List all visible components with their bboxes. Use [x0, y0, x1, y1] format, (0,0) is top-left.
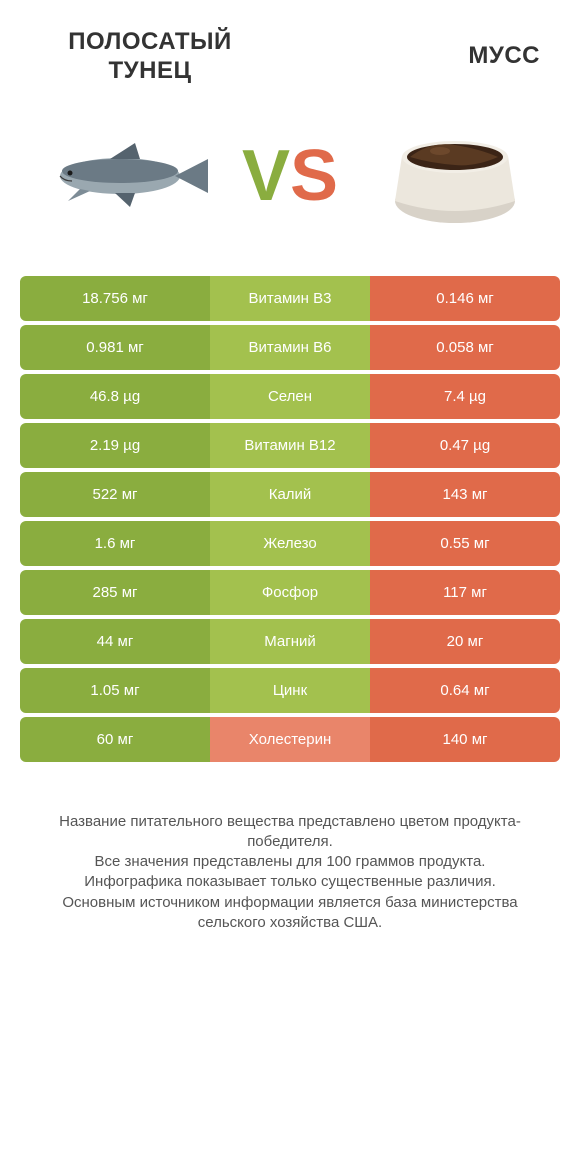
footnote: Название питательного вещества представл… [30, 812, 550, 934]
images-row: VS [0, 86, 580, 276]
header: ПОЛОСАТЫЙТУНЕЦ МУСС [0, 0, 580, 86]
nutrient-label: Калий [210, 472, 370, 517]
left-value: 18.756 мг [20, 276, 210, 321]
table-row: 285 мгФосфор117 мг [20, 570, 560, 615]
left-value: 1.05 мг [20, 668, 210, 713]
right-value: 20 мг [370, 619, 560, 664]
table-row: 0.981 мгВитамин B60.058 мг [20, 325, 560, 370]
table-row: 44 мгМагний20 мг [20, 619, 560, 664]
table-row: 46.8 µgСелен7.4 µg [20, 374, 560, 419]
left-value: 285 мг [20, 570, 210, 615]
chocolate-mousse-icon [370, 116, 540, 236]
table-row: 60 мгХолестерин140 мг [20, 717, 560, 762]
table-row: 18.756 мгВитамин B30.146 мг [20, 276, 560, 321]
table-row: 1.05 мгЦинк0.64 мг [20, 668, 560, 713]
footnote-line: Инфографика показывает только существенн… [30, 872, 550, 892]
vs-s: S [290, 136, 338, 216]
left-product-title: ПОЛОСАТЫЙТУНЕЦ [40, 28, 260, 86]
left-value: 1.6 мг [20, 521, 210, 566]
nutrient-label: Холестерин [210, 717, 370, 762]
nutrient-label: Витамин B3 [210, 276, 370, 321]
right-value: 0.47 µg [370, 423, 560, 468]
right-value: 0.55 мг [370, 521, 560, 566]
right-value: 0.64 мг [370, 668, 560, 713]
tuna-fish-icon [40, 116, 210, 236]
table-row: 2.19 µgВитамин B120.47 µg [20, 423, 560, 468]
right-value: 0.146 мг [370, 276, 560, 321]
left-value: 46.8 µg [20, 374, 210, 419]
left-value: 60 мг [20, 717, 210, 762]
nutrient-label: Селен [210, 374, 370, 419]
nutrient-label: Цинк [210, 668, 370, 713]
table-row: 1.6 мгЖелезо0.55 мг [20, 521, 560, 566]
nutrient-label: Фосфор [210, 570, 370, 615]
right-value: 117 мг [370, 570, 560, 615]
right-value: 7.4 µg [370, 374, 560, 419]
nutrient-label: Магний [210, 619, 370, 664]
footnote-line: Название питательного вещества представл… [30, 812, 550, 853]
right-value: 143 мг [370, 472, 560, 517]
footnote-line: Все значения представлены для 100 граммо… [30, 852, 550, 872]
nutrient-label: Витамин B6 [210, 325, 370, 370]
table-row: 522 мгКалий143 мг [20, 472, 560, 517]
nutrient-label: Витамин B12 [210, 423, 370, 468]
left-value: 44 мг [20, 619, 210, 664]
left-value: 2.19 µg [20, 423, 210, 468]
vs-v: V [242, 136, 290, 216]
nutrient-label: Железо [210, 521, 370, 566]
left-value: 0.981 мг [20, 325, 210, 370]
right-value: 140 мг [370, 717, 560, 762]
vs-label: VS [242, 140, 338, 212]
footnote-line: Основным источником информации является … [30, 893, 550, 934]
right-product-title: МУСС [340, 28, 540, 71]
left-value: 522 мг [20, 472, 210, 517]
comparison-table: 18.756 мгВитамин B30.146 мг0.981 мгВитам… [20, 276, 560, 762]
right-value: 0.058 мг [370, 325, 560, 370]
